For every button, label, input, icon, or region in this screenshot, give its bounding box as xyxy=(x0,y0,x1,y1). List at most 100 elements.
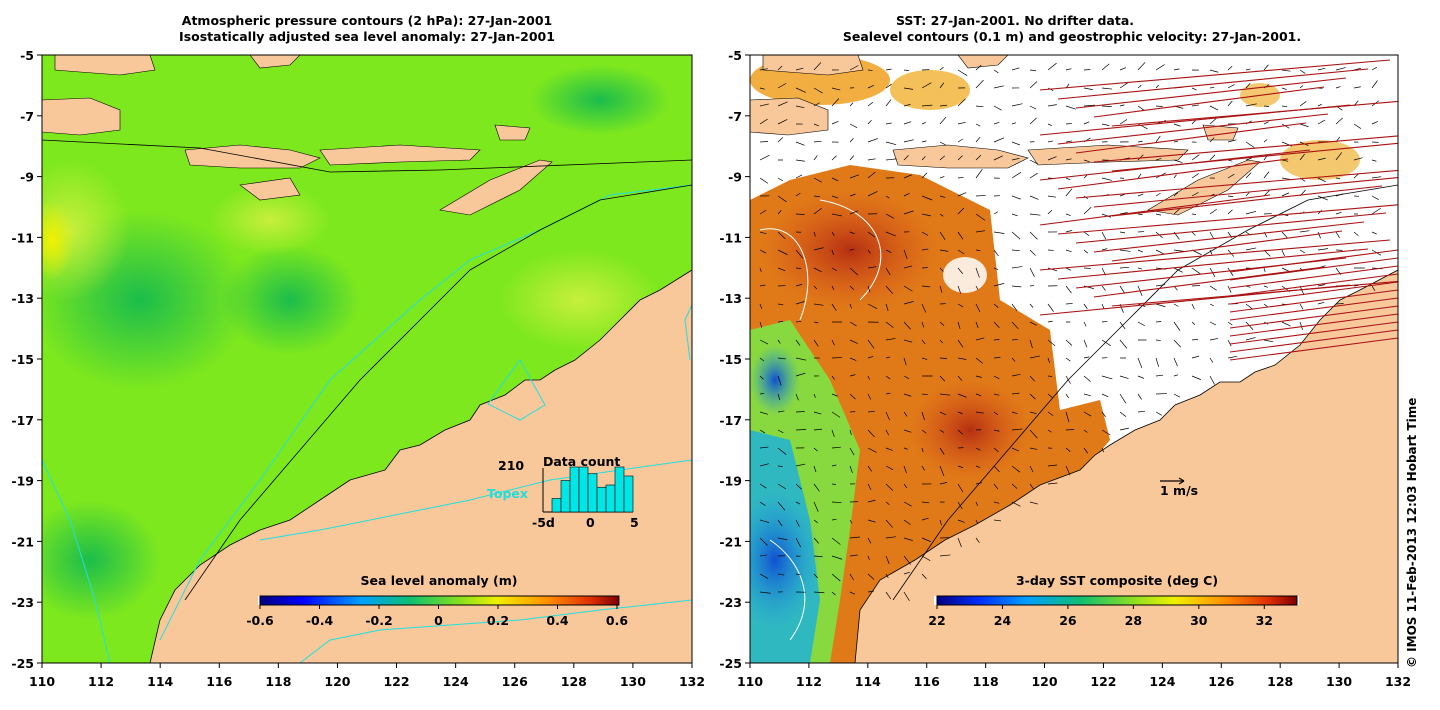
velocity-arrow xyxy=(1209,117,1217,125)
velocity-arrow xyxy=(1047,429,1052,433)
velocity-arrow xyxy=(993,447,999,453)
velocity-arrow xyxy=(993,356,1001,359)
velocity-arrow xyxy=(867,393,872,400)
velocity-arrow xyxy=(993,122,1000,125)
velocity-arrow xyxy=(975,303,981,313)
velocity-arrow xyxy=(795,192,801,197)
lat-tick-label: -15 xyxy=(719,352,742,367)
velocity-arrow xyxy=(759,357,765,362)
velocity-arrow xyxy=(903,555,911,565)
velocity-arrow xyxy=(1065,68,1072,71)
inset-count-value: 210 xyxy=(498,458,524,473)
velocity-arrow xyxy=(777,321,784,323)
velocity-arrow xyxy=(885,519,893,528)
velocity-arrow xyxy=(1209,86,1215,89)
velocity-arrow xyxy=(1011,231,1021,240)
wind-streak xyxy=(1111,185,1383,217)
velocity-arrow xyxy=(903,393,912,397)
wind-streak xyxy=(1075,212,1387,244)
wind-streak xyxy=(1093,221,1365,253)
velocity-arrow xyxy=(975,357,983,364)
velocity-arrow xyxy=(1371,231,1377,235)
velocity-arrow xyxy=(1155,357,1159,367)
velocity-arrow xyxy=(885,483,894,491)
velocity-arrow xyxy=(1137,123,1148,130)
velocity-arrow xyxy=(1317,231,1321,239)
velocity-arrow xyxy=(867,158,876,161)
velocity-arrow xyxy=(903,429,912,433)
velocity-arrow xyxy=(1353,123,1362,129)
velocity-arrow xyxy=(885,356,891,359)
velocity-arrow xyxy=(1173,140,1179,143)
lat-tick-label: -19 xyxy=(719,474,742,489)
velocity-arrow xyxy=(795,483,802,490)
wind-streak xyxy=(1057,248,1369,280)
velocity-arrow xyxy=(1101,375,1113,380)
velocity-arrow xyxy=(1029,303,1034,308)
velocity-arrow xyxy=(1065,267,1072,271)
velocity-arrow xyxy=(1137,249,1143,253)
velocity-arrow xyxy=(1047,62,1057,71)
sla-low-region xyxy=(530,65,670,135)
inset-histogram xyxy=(551,466,634,513)
velocity-arrow xyxy=(1209,375,1215,385)
velocity-arrow xyxy=(813,102,820,107)
velocity-arrow xyxy=(1065,357,1071,362)
velocity-arrow xyxy=(1353,173,1359,179)
velocity-arrow xyxy=(849,321,857,327)
sulawesi-landmass xyxy=(249,55,301,69)
velocity-arrow xyxy=(1011,303,1018,312)
velocity-arrow xyxy=(813,483,820,492)
velocity-arrow xyxy=(993,105,1002,111)
velocity-arrow xyxy=(1101,248,1108,251)
velocity-arrow xyxy=(1047,357,1050,363)
velocity-arrow xyxy=(849,267,859,276)
lon-tick-label: 130 xyxy=(1326,674,1352,689)
velocity-arrow xyxy=(1047,123,1052,127)
colorbar-tick-label: 0 xyxy=(434,613,443,628)
velocity-arrow xyxy=(1209,208,1217,215)
velocity-arrow xyxy=(1101,87,1113,90)
velocity-arrow xyxy=(993,429,1000,432)
velocity-arrow xyxy=(1281,87,1287,90)
velocity-arrow xyxy=(1299,85,1304,89)
inset-title: Data count xyxy=(543,454,620,469)
velocity-arrow xyxy=(759,249,767,254)
wind-streak xyxy=(1229,297,1398,321)
lat-tick-label: -11 xyxy=(719,230,742,245)
velocity-arrow xyxy=(1281,69,1291,72)
velocity-arrow xyxy=(1209,231,1214,239)
velocity-arrow xyxy=(831,375,835,380)
velocity-arrow xyxy=(1173,339,1181,348)
velocity-arrow xyxy=(1137,173,1142,179)
sla-colorbar-ticks: -0.6 -0.4 -0.2 0 0.2 0.4 0.6 xyxy=(246,605,628,628)
velocity-arrow xyxy=(1047,393,1053,398)
velocity-arrow xyxy=(1335,211,1342,215)
inset-satellite-label: Topex xyxy=(487,486,528,501)
velocity-arrow xyxy=(903,571,911,575)
velocity-arrow xyxy=(795,87,806,93)
velocity-arrow xyxy=(957,69,968,76)
velocity-arrow xyxy=(849,138,854,143)
wind-streak xyxy=(1075,77,1347,109)
velocity-arrow xyxy=(1011,392,1020,395)
velocity-arrow xyxy=(1353,285,1359,287)
velocity-arrow xyxy=(1083,231,1090,237)
velocity-arrow xyxy=(1119,231,1126,234)
velocity-arrow xyxy=(1029,447,1038,450)
velocity-arrow xyxy=(957,483,964,493)
velocity-arrow xyxy=(867,499,876,503)
velocity-arrow xyxy=(993,483,999,490)
velocity-arrow xyxy=(1227,173,1235,179)
velocity-arrow xyxy=(957,375,963,381)
lon-tick-label: 112 xyxy=(796,674,822,689)
colorbar-tick-label: 24 xyxy=(994,613,1012,628)
velocity-arrow xyxy=(795,67,804,71)
velocity-arrow xyxy=(1029,285,1035,287)
velocity-arrow xyxy=(1263,267,1266,273)
velocity-arrow xyxy=(1335,231,1340,239)
velocity-arrow xyxy=(777,210,782,215)
velocity-arrow xyxy=(939,339,943,344)
velocity-arrow xyxy=(759,591,771,594)
velocity-arrow xyxy=(831,464,837,467)
